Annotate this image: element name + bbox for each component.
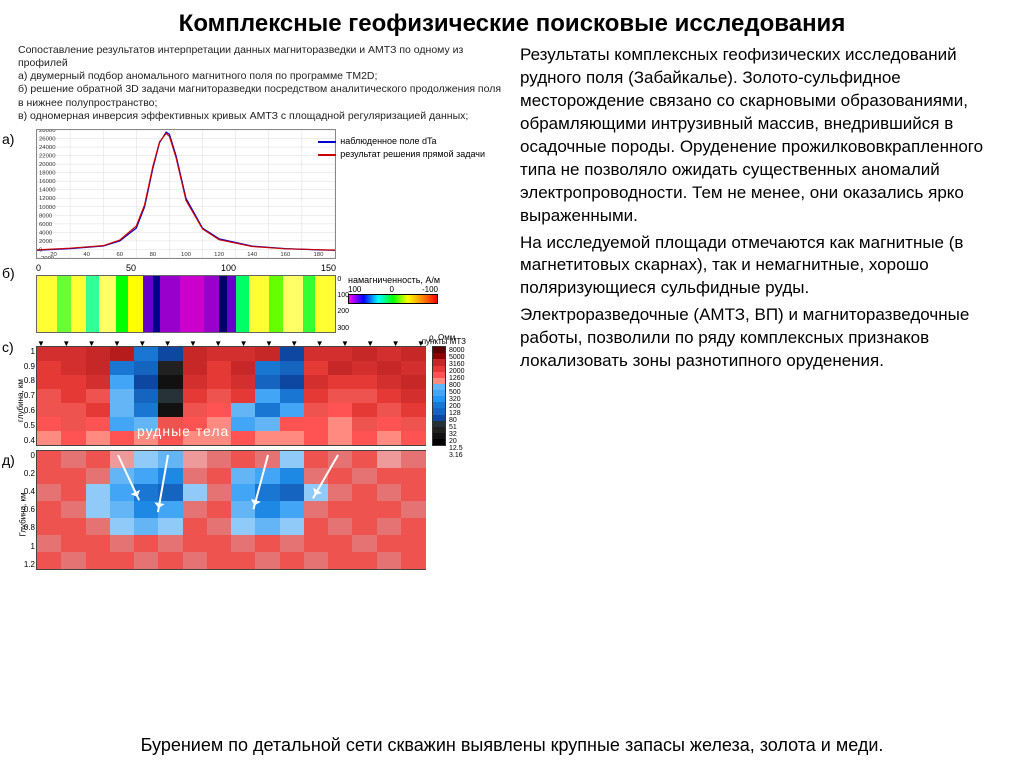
svg-text:120: 120 — [214, 252, 225, 258]
panel-d-yticks: 00.20.40.60.811.2 — [17, 451, 35, 569]
svg-text:2000: 2000 — [39, 239, 53, 245]
svg-text:20000: 20000 — [39, 162, 56, 168]
caption-line: в) одномерная инверсия эффективных кривы… — [18, 110, 508, 123]
panel-d: д) Глубина, км00.20.40.60.811.2 — [18, 450, 508, 570]
panel-c-label: с) — [2, 339, 14, 355]
panel-c-markers: ▼▼▼▼▼▼▼▼▼▼▼▼▼▼▼▼ — [37, 339, 425, 348]
svg-text:160: 160 — [280, 252, 291, 258]
caption-line: а) двумерный подбор аномального магнитно… — [18, 70, 508, 83]
paragraph: Результаты комплексных геофизических исс… — [520, 44, 1000, 228]
right-column: Результаты комплексных геофизических исс… — [520, 44, 1000, 574]
svg-text:22000: 22000 — [39, 153, 56, 159]
panel-a-label: а) — [2, 131, 14, 147]
legend-b-title: намагниченность, А/м — [348, 275, 440, 285]
svg-text:100: 100 — [181, 252, 192, 258]
panel-d-label: д) — [2, 452, 15, 468]
ore-bodies-label: рудные тела — [137, 423, 229, 439]
legend-swatch — [318, 141, 336, 143]
svg-text:14000: 14000 — [39, 187, 56, 193]
legend-label: наблюденное поле dTa — [340, 136, 436, 148]
cbar-c-ticks: 8000500031602000126080050032020012880513… — [449, 347, 465, 445]
legend-label: результат решения прямой задачи — [340, 149, 485, 161]
svg-text:10000: 10000 — [39, 205, 56, 211]
svg-text:16000: 16000 — [39, 179, 56, 185]
svg-text:26000: 26000 — [39, 136, 56, 142]
svg-text:40: 40 — [83, 252, 90, 258]
cbar-c-title: ρ, Омм — [429, 333, 455, 342]
main-layout: Сопоставление результатов интерпретации … — [0, 44, 1024, 574]
panel-b-label: б) — [2, 265, 15, 281]
paragraph: Электроразведочные (АМТЗ, ВП) и магнитор… — [520, 304, 1000, 373]
panel-c: с) пункты МТЗ глубина, км10.90.80.70.60.… — [18, 337, 508, 446]
svg-text:12000: 12000 — [39, 196, 56, 202]
svg-text:6000: 6000 — [39, 222, 53, 228]
caption-line: б) решение обратной 3D задачи магнитораз… — [18, 83, 508, 109]
panel-b: б) 050100150 0100200300 намагниченность,… — [18, 263, 508, 333]
svg-text:24000: 24000 — [39, 145, 56, 151]
caption-line: Сопоставление результатов интерпретации … — [18, 44, 508, 70]
svg-text:28000: 28000 — [39, 130, 56, 134]
chart-c-colorbar: ρ, Омм 800050003160200012608005003202001… — [432, 346, 446, 446]
svg-text:4000: 4000 — [39, 230, 53, 236]
chart-d-heatmap: Глубина, км00.20.40.60.811.2 — [36, 450, 426, 570]
svg-text:60: 60 — [116, 252, 123, 258]
left-column: Сопоставление результатов интерпретации … — [18, 44, 508, 574]
legend-b-colorbar — [348, 294, 438, 304]
svg-text:20: 20 — [50, 252, 57, 258]
svg-text:18000: 18000 — [39, 170, 56, 176]
chart-a-legend: наблюденное поле dTa результат решения п… — [318, 136, 485, 163]
chart-b-heatmap: 0100200300 — [36, 275, 336, 333]
chart-b-legend: намагниченность, А/м 1000-100 — [348, 275, 440, 304]
chart-a-plot: -200002000400060008000100001200014000160… — [36, 129, 336, 259]
chart-c-heatmap: глубина, км10.90.80.70.60.50.4▼▼▼▼▼▼▼▼▼▼… — [36, 346, 426, 446]
svg-text:180: 180 — [313, 252, 324, 258]
panel-b-yticks: 0100200300 — [337, 276, 349, 332]
legend-swatch — [318, 154, 336, 156]
panel-c-yticks: 10.90.80.70.60.50.4 — [15, 347, 35, 445]
page-title: Комплексные геофизические поисковые иссл… — [0, 0, 1024, 44]
paragraph: На исследуемой площади отмечаются как ма… — [520, 232, 1000, 301]
panel-a: а) -200002000400060008000100001200014000… — [18, 129, 508, 259]
panel-b-xticks: 050100150 — [36, 263, 336, 273]
svg-text:8000: 8000 — [39, 213, 53, 219]
svg-text:140: 140 — [247, 252, 258, 258]
caption-block: Сопоставление результатов интерпретации … — [18, 44, 508, 123]
footer-text: Бурением по детальной сети скважин выявл… — [0, 735, 1024, 756]
svg-text:80: 80 — [150, 252, 157, 258]
